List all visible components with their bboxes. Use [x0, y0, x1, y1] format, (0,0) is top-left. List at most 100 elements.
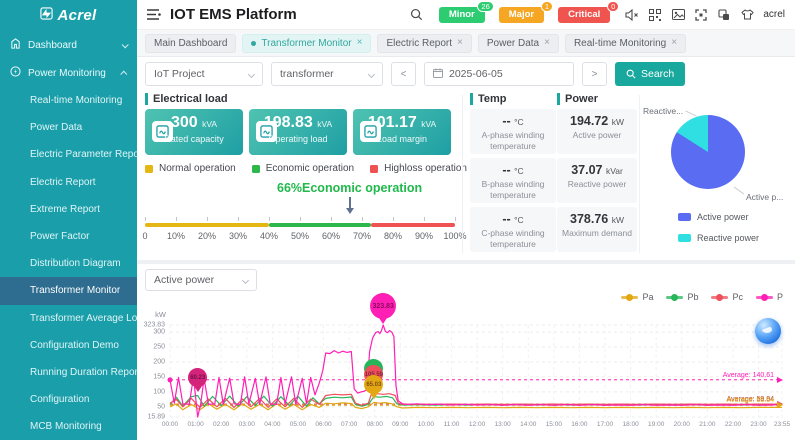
tab-bar: Main Dashboard Transformer Monitor × Electr…	[137, 30, 795, 57]
series-legend-pb[interactable]: Pb	[666, 292, 698, 302]
sidebar-item-configuration-demo[interactable]: Configuration Demo	[30, 339, 119, 351]
sidebar-item-power-data[interactable]: Power Data	[30, 122, 83, 134]
tab-power-data[interactable]: Power Data ×	[477, 33, 559, 53]
x-axis-tick: 20:00	[673, 421, 690, 428]
metric-select[interactable]: Active power	[145, 269, 257, 291]
close-tab-icon[interactable]: ×	[457, 37, 463, 48]
temp-card-b-phase-winding-temperature: -- °C B-phase winding temperature	[470, 158, 556, 203]
transformer-icon	[256, 121, 277, 142]
x-axis-tick: 08:00	[366, 421, 383, 428]
tab-real-time-monitoring[interactable]: Real-time Monitoring ×	[564, 33, 687, 53]
pie-legend-reactive-power[interactable]: Reactive power	[678, 233, 759, 243]
close-tab-icon[interactable]: ×	[671, 37, 678, 48]
average-line-arrow	[777, 402, 783, 409]
overview-panel: IoT Project transformer < 2025-06-05 > S…	[137, 57, 795, 260]
power-card-maximum-demand: 378.76 kW Maximum demand	[557, 207, 637, 252]
series-legend-pc[interactable]: Pc	[711, 292, 743, 302]
power-title: Power	[557, 93, 598, 105]
pie-circle[interactable]	[671, 115, 745, 189]
project-select[interactable]: IoT Project	[145, 62, 263, 86]
alarm-badge-critical[interactable]: Critical 0	[558, 0, 620, 23]
pie-callout-reactive: Reactive...	[643, 106, 684, 116]
load-gauge: 0 10% 20% 30% 40% 50% 60% 70% 80% 90% 100%	[142, 217, 467, 247]
prev-day-button[interactable]: <	[391, 62, 416, 86]
legend-marker	[711, 293, 729, 301]
next-day-button[interactable]: >	[582, 62, 607, 86]
layers-icon[interactable]	[717, 8, 731, 22]
y-axis-tick: 323.83	[143, 321, 165, 329]
tab-transformer-monitor[interactable]: Transformer Monitor ×	[242, 33, 372, 53]
theme-shirt-icon[interactable]	[740, 8, 754, 22]
alarm-badge-major[interactable]: Major 1	[498, 0, 554, 23]
sidebar-item-configuration[interactable]: Configuration	[30, 394, 90, 406]
transformer-icon	[360, 121, 381, 142]
legend-normal-operation: Normal operation	[145, 163, 236, 174]
legend-swatch	[370, 164, 379, 173]
sidebar-item-transformer-monitor[interactable]: Transformer Monitor	[0, 277, 137, 305]
x-axis-tick: 21:00	[699, 421, 716, 428]
sidebar-item-power-monitoring[interactable]: Power Monitoring	[0, 59, 137, 87]
pie-callout-active: Active p...	[746, 192, 784, 202]
close-tab-icon[interactable]: ×	[356, 37, 363, 48]
sidebar: Acrel Dashboard Power Monitoring Real-ti…	[0, 0, 137, 440]
sidebar-item-power-factor[interactable]: Power Factor	[30, 231, 90, 243]
user-name[interactable]: acrel	[763, 9, 785, 20]
page-title: IOT EMS Platform	[170, 6, 297, 23]
temp-card-a-phase-winding-temperature: -- °C A-phase winding temperature	[470, 109, 556, 154]
fullscreen-icon[interactable]	[694, 8, 708, 22]
gauge-tick-label: 70%	[352, 231, 372, 241]
search-icon[interactable]	[410, 8, 424, 22]
sidebar-item-distribution-diagram[interactable]: Distribution Diagram	[30, 258, 121, 270]
sidebar-item-dashboard[interactable]: Dashboard	[0, 31, 137, 59]
sidebar-item-real-time-monitoring[interactable]: Real-time Monitoring	[30, 95, 123, 107]
chevron-down-icon	[247, 70, 256, 78]
legend-swatch	[678, 213, 691, 221]
search-button[interactable]: Search	[615, 62, 686, 86]
x-axis-tick: 09:00	[392, 421, 409, 428]
legend-economic-operation: Economic operation	[251, 163, 354, 174]
gauge-tick	[300, 217, 301, 221]
sidebar-item-electric-parameter-report[interactable]: Electric Parameter Report	[30, 149, 137, 161]
series-legend-pa[interactable]: Pa	[621, 292, 653, 302]
tab-electric-report[interactable]: Electric Report ×	[377, 33, 472, 53]
series-legend-p[interactable]: P	[755, 292, 783, 302]
alarm-count: 26	[477, 0, 494, 12]
x-axis-tick: 11:00	[443, 421, 460, 428]
alarm-badge-minor[interactable]: Minor 26	[438, 0, 494, 23]
x-axis-tick: 02:00	[213, 421, 230, 428]
pie-leader-line	[733, 186, 745, 195]
filter-bar: IoT Project transformer < 2025-06-05 > S…	[145, 62, 686, 86]
top-header: IOT EMS Platform Minor 26 Major 1 Critical 0 …	[137, 0, 795, 30]
tab-main-dashboard[interactable]: Main Dashboard	[145, 33, 237, 53]
screenshot-icon[interactable]	[671, 8, 685, 22]
mute-icon[interactable]	[625, 8, 639, 22]
sidebar-item-mcb-monitoring[interactable]: MCB Monitoring	[30, 421, 102, 433]
gauge-segment	[371, 223, 455, 227]
sidebar-item-running-duration-report[interactable]: Running Duration Report	[30, 366, 137, 378]
legend-swatch	[251, 164, 260, 173]
legend-marker	[755, 293, 773, 301]
average-line-label: Average: 55.04	[726, 397, 774, 405]
qr-code-icon[interactable]	[648, 8, 662, 22]
floating-assistant-button[interactable]	[755, 318, 781, 344]
x-axis-tick: 23:55	[773, 421, 791, 428]
pie-legend-active-power[interactable]: Active power	[678, 212, 759, 222]
sidebar-item-extreme-report[interactable]: Extreme Report	[30, 203, 101, 215]
gauge-tick-label: 20%	[197, 231, 217, 241]
load-card-rated-capacity: 300 kVA Rated capacity	[145, 109, 243, 155]
sidebar-item-transformer-average-loa[interactable]: Transformer Average Loa...	[30, 312, 137, 324]
x-axis-tick: 12:00	[468, 421, 486, 428]
collapse-menu-icon[interactable]	[147, 8, 161, 22]
y-axis-tick: 15.89	[147, 413, 165, 421]
power-line-chart[interactable]: 323.83 300 250 200 150 100 50 15.89 00:00 01:00 02…	[144, 293, 790, 428]
gauge-tick-label: 10%	[166, 231, 186, 241]
sidebar-item-electric-report[interactable]: Electric Report	[30, 176, 96, 188]
gauge-tick	[393, 217, 394, 221]
acrel-logo[interactable]: Acrel	[0, 0, 137, 31]
date-picker[interactable]: 2025-06-05	[424, 62, 574, 86]
gauge-tick-label: 30%	[228, 231, 248, 241]
x-axis-tick: 01:00	[187, 421, 204, 428]
close-tab-icon[interactable]: ×	[544, 37, 550, 48]
alarm-count: 0	[607, 0, 620, 12]
device-select[interactable]: transformer	[271, 62, 383, 86]
